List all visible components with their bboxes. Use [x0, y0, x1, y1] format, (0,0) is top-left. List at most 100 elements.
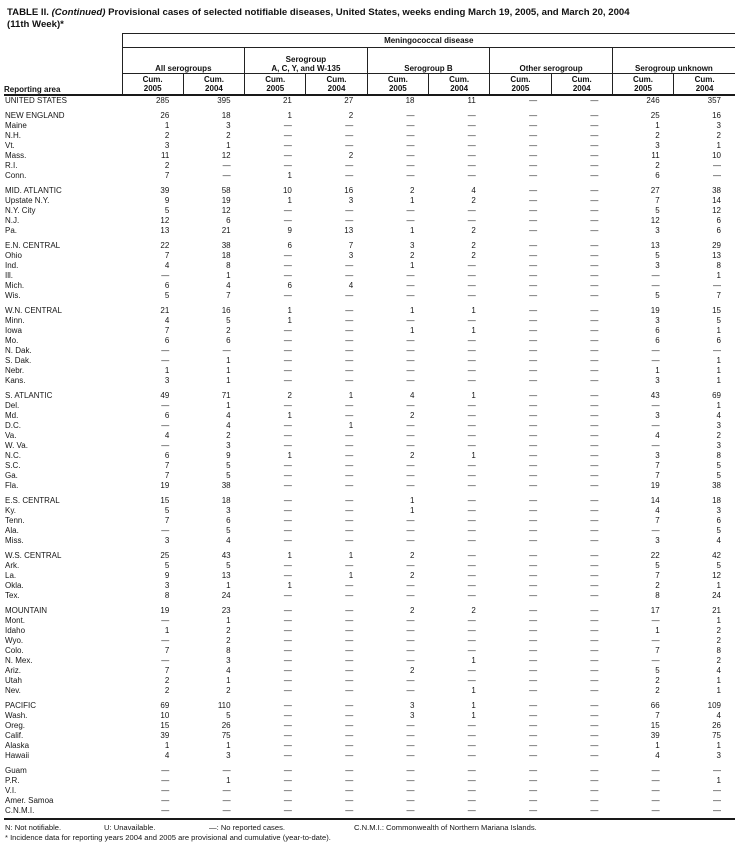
reporting-area-header: Reporting area [4, 73, 122, 96]
value-cell: 49 [160, 391, 170, 400]
value-cell: — [406, 796, 415, 805]
value-cell: — [651, 281, 660, 290]
value-cell: — [590, 776, 599, 785]
value-cell: — [590, 626, 599, 635]
value-cell: 1 [164, 741, 170, 750]
value-cell: 18 [712, 496, 721, 505]
value-cell: 357 [707, 96, 721, 105]
value-cell: — [406, 376, 415, 385]
value-cell: 4 [226, 536, 231, 545]
value-cell: 6 [716, 336, 721, 345]
value-cell: — [283, 676, 292, 685]
value-cell: — [590, 401, 599, 410]
value-cell: 6 [226, 336, 231, 345]
reporting-area-cell: Mass. [5, 151, 27, 160]
value-cell: 1 [471, 391, 476, 400]
value-cell: — [406, 526, 415, 535]
value-cell: 14 [712, 196, 721, 205]
value-cell: — [590, 481, 599, 490]
value-cell: 3 [655, 536, 660, 545]
value-cell: — [529, 471, 538, 480]
value-cell: — [529, 676, 538, 685]
value-cell: 6 [164, 451, 170, 460]
bottom-rule [4, 818, 735, 820]
value-cell: — [467, 356, 476, 365]
value-cell: 5 [655, 666, 660, 675]
continued-label: (Continued) [51, 7, 106, 18]
value-cell: — [467, 526, 476, 535]
table-row: Ark. 5 5 — — — — — — 5 5 [4, 561, 735, 571]
value-cell: — [283, 751, 292, 760]
value-cell: 3 [655, 261, 660, 270]
value-cell: — [529, 616, 538, 625]
value-cell: 2 [410, 606, 415, 615]
value-cell: — [406, 346, 415, 355]
value-cell: — [590, 96, 599, 105]
value-cell: 4 [716, 666, 721, 675]
value-cell: 23 [221, 606, 231, 615]
value-cell: 1 [226, 356, 231, 365]
value-cell: — [283, 356, 292, 365]
value-cell: — [345, 206, 354, 215]
reporting-area-cell: Idaho [5, 626, 26, 635]
title-text: Provisional cases of selected notifiable… [108, 7, 630, 18]
value-cell: 3 [410, 241, 415, 250]
value-cell: 4 [410, 391, 415, 400]
value-cell: — [161, 766, 170, 775]
value-cell: 2 [164, 131, 170, 140]
value-cell: 1 [716, 141, 721, 150]
value-cell: 39 [650, 731, 660, 740]
value-cell: 7 [655, 471, 660, 480]
value-cell: 7 [655, 646, 660, 655]
value-cell: 1 [226, 616, 231, 625]
value-cell: — [406, 421, 415, 430]
value-cell: — [529, 196, 538, 205]
value-cell: — [529, 606, 538, 615]
value-cell: 18 [221, 111, 231, 120]
value-cell: — [283, 271, 292, 280]
value-cell: — [590, 796, 599, 805]
value-cell: 1 [287, 111, 292, 120]
table-label: TABLE II. [7, 7, 49, 18]
value-cell: 4 [716, 536, 721, 545]
value-cell: — [283, 366, 292, 375]
value-cell: 1 [716, 326, 721, 335]
value-cell: 13 [650, 241, 660, 250]
value-cell: — [345, 471, 354, 480]
value-cell: 21 [221, 226, 231, 235]
value-cell: 6 [655, 326, 660, 335]
value-cell: — [590, 141, 599, 150]
table-row: Va. 4 2 — — — — — — 4 2 [4, 431, 735, 441]
value-cell: 3 [410, 711, 415, 720]
value-cell: 109 [707, 701, 721, 710]
value-cell: — [590, 496, 599, 505]
value-cell: — [406, 536, 415, 545]
value-cell: — [406, 131, 415, 140]
value-cell: — [345, 591, 354, 600]
value-cell: — [467, 571, 476, 580]
disease-group-header: Meningococcal disease [121, 33, 735, 48]
value-cell: — [529, 536, 538, 545]
value-cell: — [467, 471, 476, 480]
value-cell: 58 [221, 186, 231, 195]
value-cell: — [406, 111, 415, 120]
reporting-area-cell: Nebr. [5, 366, 25, 375]
group-header-all-serogroups: All serogroups [121, 47, 246, 74]
value-cell: — [467, 561, 476, 570]
value-cell: — [467, 441, 476, 450]
value-cell: — [713, 766, 721, 775]
value-cell: 5 [226, 471, 231, 480]
value-cell: — [406, 441, 415, 450]
cum-label: Cum. [142, 75, 163, 84]
value-cell: 9 [226, 451, 231, 460]
value-cell: — [283, 571, 292, 580]
value-cell: — [651, 616, 660, 625]
value-cell: — [283, 121, 292, 130]
value-cell: — [713, 171, 721, 180]
table-row: Ill. — 1 — — — — — — — 1 [4, 271, 735, 281]
value-cell: — [590, 326, 599, 335]
value-cell: — [161, 271, 170, 280]
value-cell: — [713, 281, 721, 290]
value-cell: — [283, 346, 292, 355]
value-cell: — [283, 496, 292, 505]
